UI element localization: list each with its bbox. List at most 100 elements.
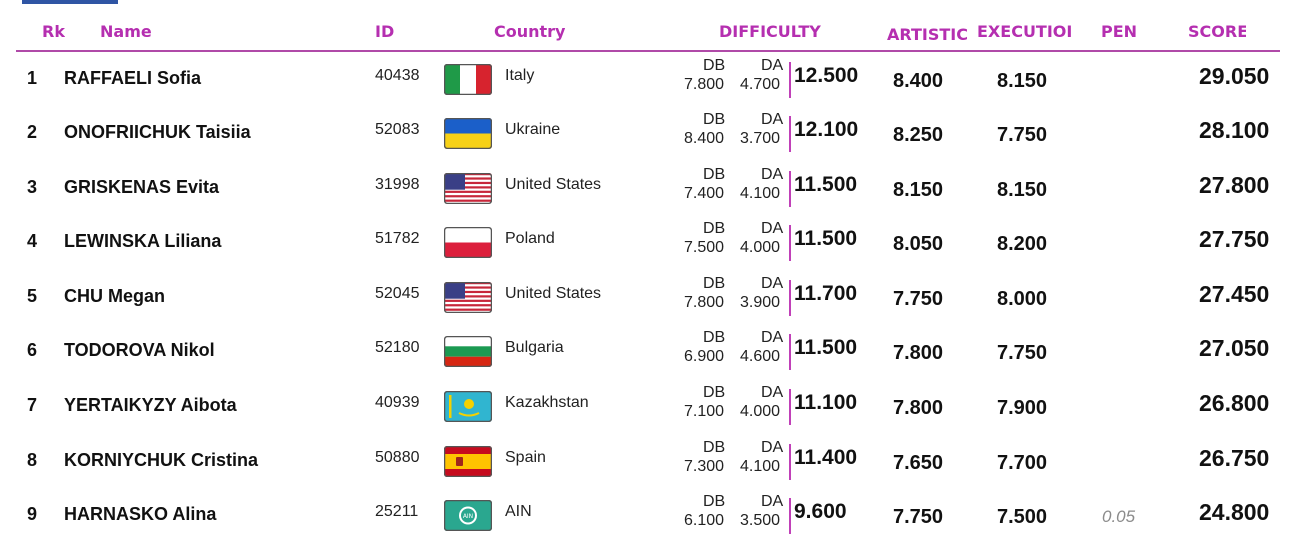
artistic-score: 7.800 xyxy=(893,342,944,364)
country-name: Italy xyxy=(505,67,535,84)
db-value: 6.900 xyxy=(684,348,725,365)
execution-score: 7.500 xyxy=(997,506,1048,528)
difficulty-divider xyxy=(789,116,791,152)
header-difficulty[interactable]: DIFFICULTY xyxy=(719,22,821,41)
header-rank[interactable]: Rk xyxy=(42,22,65,41)
difficulty-score: 12.100 xyxy=(794,118,859,141)
header-penalty[interactable]: PEN xyxy=(1101,22,1138,41)
rank-cell: 5 xyxy=(27,286,38,306)
da-value: 4.600 xyxy=(740,348,781,365)
rank-cell: 8 xyxy=(27,450,38,470)
athlete-name[interactable]: ONOFRIICHUK Taisiia xyxy=(64,122,251,142)
athlete-name[interactable]: HARNASKO Alina xyxy=(64,504,217,524)
difficulty-score: 12.500 xyxy=(794,64,859,87)
header-country[interactable]: Country xyxy=(494,22,566,41)
table-row[interactable]: 3 GRISKENAS Evita 31998 United States DB… xyxy=(0,161,1302,215)
artistic-score: 8.050 xyxy=(893,233,944,255)
db-label: DB xyxy=(703,384,726,401)
da-value: 4.000 xyxy=(740,239,781,256)
table-row[interactable]: 5 CHU Megan 52045 United States DB DA 7.… xyxy=(0,270,1302,324)
execution-score: 8.000 xyxy=(997,288,1048,310)
execution-score: 8.150 xyxy=(997,70,1048,92)
country-name: Poland xyxy=(505,230,555,247)
athlete-name[interactable]: RAFFAELI Sofia xyxy=(64,68,202,88)
difficulty-score: 11.500 xyxy=(794,227,858,250)
difficulty-score: 11.500 xyxy=(794,336,858,359)
artistic-score: 8.400 xyxy=(893,70,944,92)
artistic-score: 7.650 xyxy=(893,452,944,474)
flag-bulgaria-icon xyxy=(444,336,492,367)
table-row[interactable]: 1 RAFFAELI Sofia 40438 Italy DB DA 7.800… xyxy=(0,52,1302,106)
flag-poland-icon xyxy=(444,227,492,258)
rank-cell: 2 xyxy=(27,122,38,142)
rank-cell: 7 xyxy=(27,395,38,415)
athlete-name[interactable]: LEWINSKA Liliana xyxy=(64,231,222,251)
total-score: 26.750 xyxy=(1199,445,1270,471)
active-tab-indicator[interactable] xyxy=(22,0,118,4)
athlete-id: 51782 xyxy=(375,230,420,247)
athlete-name[interactable]: CHU Megan xyxy=(64,286,166,306)
rank-cell: 1 xyxy=(27,68,38,88)
flag-italy-icon xyxy=(444,64,492,95)
athlete-id: 40939 xyxy=(375,394,420,411)
db-value: 7.500 xyxy=(684,239,725,256)
difficulty-score: 11.700 xyxy=(794,282,858,305)
db-label: DB xyxy=(703,166,726,183)
table-row[interactable]: 8 KORNIYCHUK Cristina 50880 Spain DB DA … xyxy=(0,434,1302,488)
db-label: DB xyxy=(703,493,726,510)
athlete-name[interactable]: KORNIYCHUK Cristina xyxy=(64,450,259,470)
da-label: DA xyxy=(761,166,784,183)
rank-cell: 6 xyxy=(27,340,38,360)
header-divider xyxy=(16,50,1280,52)
db-label: DB xyxy=(703,329,726,346)
athlete-name[interactable]: TODOROVA Nikol xyxy=(64,340,215,360)
flag-ukraine-icon xyxy=(444,118,492,149)
da-value: 3.900 xyxy=(740,294,781,311)
table-row[interactable]: 6 TODOROVA Nikol 52180 Bulgaria DB DA 6.… xyxy=(0,324,1302,378)
difficulty-divider xyxy=(789,498,791,534)
athlete-id: 52180 xyxy=(375,339,420,356)
flag-kazakhstan-icon xyxy=(444,391,492,422)
athlete-name[interactable]: YERTAIKYZY Aibota xyxy=(64,395,237,415)
artistic-score: 8.150 xyxy=(893,179,944,201)
db-value: 6.100 xyxy=(684,512,725,529)
header-name[interactable]: Name xyxy=(100,22,152,41)
da-value: 4.700 xyxy=(740,76,781,93)
table-row[interactable]: 9 HARNASKO Alina 25211 AIN AIN DB DA 6.1… xyxy=(0,488,1302,542)
table-row[interactable]: 4 LEWINSKA Liliana 51782 Poland DB DA 7.… xyxy=(0,215,1302,269)
country-name: United States xyxy=(505,176,602,193)
athlete-id: 40438 xyxy=(375,67,420,84)
header-id[interactable]: ID xyxy=(375,22,395,41)
execution-score: 8.200 xyxy=(997,233,1048,255)
db-value: 7.800 xyxy=(684,294,725,311)
da-value: 3.700 xyxy=(740,130,781,147)
db-value: 7.300 xyxy=(684,458,725,475)
da-label: DA xyxy=(761,275,784,292)
da-label: DA xyxy=(761,111,784,128)
execution-score: 8.150 xyxy=(997,179,1048,201)
da-value: 3.500 xyxy=(740,512,781,529)
total-score: 24.800 xyxy=(1199,499,1270,525)
artistic-score: 7.800 xyxy=(893,397,944,419)
difficulty-divider xyxy=(789,225,791,261)
db-value: 7.800 xyxy=(684,76,725,93)
header-score[interactable]: SCORE xyxy=(1188,22,1246,41)
execution-score: 7.750 xyxy=(997,124,1048,146)
da-label: DA xyxy=(761,329,784,346)
header-artistic[interactable]: ARTISTIC xyxy=(887,25,968,44)
header-execution[interactable]: EXECUTIOI xyxy=(977,22,1071,41)
athlete-name[interactable]: GRISKENAS Evita xyxy=(64,177,220,197)
total-score: 27.800 xyxy=(1199,172,1270,198)
table-row[interactable]: 2 ONOFRIICHUK Taisiia 52083 Ukraine DB D… xyxy=(0,106,1302,160)
athlete-id: 52045 xyxy=(375,285,420,302)
da-label: DA xyxy=(761,384,784,401)
table-row[interactable]: 7 YERTAIKYZY Aibota 40939 Kazakhstan DB … xyxy=(0,379,1302,433)
da-label: DA xyxy=(761,57,784,74)
difficulty-score: 11.400 xyxy=(794,446,858,469)
difficulty-divider xyxy=(789,62,791,98)
penalty-value: 0.05 xyxy=(1102,507,1136,526)
difficulty-score: 9.600 xyxy=(794,500,847,523)
db-label: DB xyxy=(703,275,726,292)
db-label: DB xyxy=(703,439,726,456)
table-header: Rk Name ID Country DIFFICULTY ARTISTIC E… xyxy=(0,18,1302,46)
